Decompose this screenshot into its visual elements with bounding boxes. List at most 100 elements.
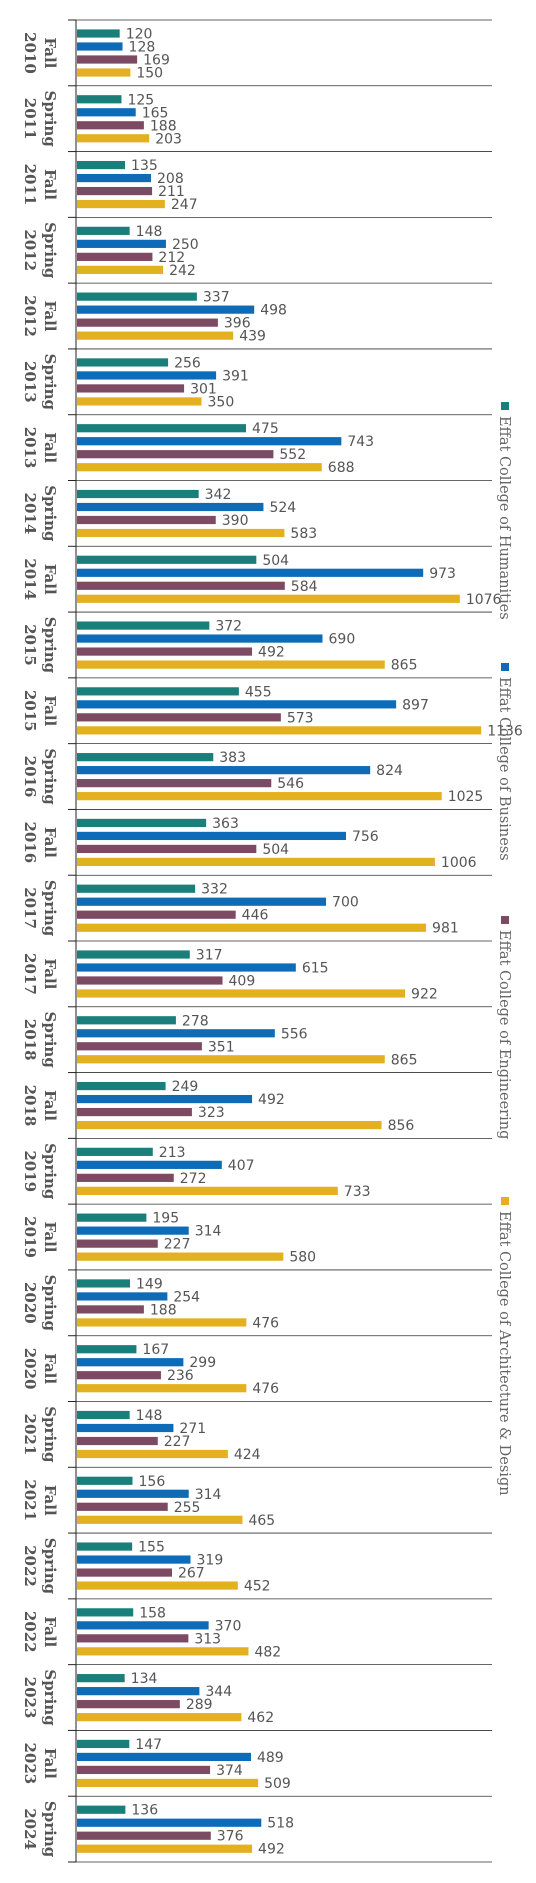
bar [77, 1147, 153, 1156]
bar [77, 1436, 158, 1446]
category-label: 2011 [21, 164, 39, 206]
bar-value-label: 546 [277, 776, 304, 792]
bar-value-label: 1006 [441, 855, 477, 871]
bar [77, 265, 164, 274]
bar-value-label: 390 [222, 513, 249, 529]
bar-value-label: 213 [159, 1145, 186, 1161]
category-label: 2019 [21, 1216, 39, 1258]
bar [77, 1502, 168, 1511]
category-label: 2016 [21, 756, 39, 798]
bar-value-label: 743 [347, 434, 374, 450]
bar [77, 634, 323, 643]
bar-value-label: 342 [205, 487, 232, 503]
bar-value-label: 396 [224, 316, 251, 332]
bar-value-label: 120 [126, 27, 153, 43]
bar-value-label: 1076 [466, 592, 502, 608]
bar [77, 95, 122, 104]
bar [77, 1778, 259, 1788]
bar [77, 186, 153, 196]
bar-value-label: 125 [127, 92, 154, 108]
bar [77, 1805, 126, 1814]
legend-label: Effat College of Engineering [496, 930, 512, 1139]
bar [77, 1173, 174, 1182]
bar [77, 989, 406, 998]
category-label: Fall [41, 695, 59, 726]
bar [77, 489, 199, 499]
bar [77, 305, 255, 314]
bar [77, 1831, 211, 1840]
bar-value-label: 351 [208, 1039, 235, 1055]
category-label: Fall [41, 301, 59, 332]
bar-value-label: 267 [178, 1566, 205, 1582]
bar-value-label: 439 [239, 329, 266, 345]
bar-value-label: 158 [139, 1605, 166, 1621]
bar [77, 1318, 247, 1327]
bar-value-label: 299 [189, 1355, 216, 1371]
category-label: Fall [41, 1353, 59, 1384]
category-label: 2023 [21, 1677, 39, 1719]
bar-value-label: 865 [391, 658, 418, 674]
category-label: Fall [41, 1748, 59, 1779]
bar [77, 726, 482, 735]
bar [77, 1739, 130, 1749]
bar-value-label: 465 [248, 1513, 275, 1529]
bar-value-label: 242 [169, 263, 196, 279]
bar [77, 1305, 144, 1314]
category-label: Fall [41, 1485, 59, 1516]
bar-value-label: 203 [155, 131, 182, 147]
category-label: 2022 [21, 1611, 39, 1653]
bar-value-label: 688 [328, 460, 355, 476]
axis-layer [68, 19, 492, 1863]
category-label: Spring [41, 1275, 59, 1332]
category-labels-layer: Fall2010Spring2011Fall2011Spring2012Fall… [21, 32, 59, 1858]
category-label: 2013 [21, 361, 39, 403]
bar-value-label: 165 [142, 105, 169, 121]
bar-value-label: 344 [205, 1684, 232, 1700]
bar-value-label: 584 [291, 579, 318, 595]
legend-label: Effat College of Business [496, 677, 512, 861]
bar [77, 1844, 253, 1853]
bar [77, 371, 217, 380]
bar [77, 1107, 192, 1117]
bar [77, 424, 247, 433]
bar-value-label: 208 [157, 171, 184, 187]
bar [77, 647, 253, 656]
legend-swatch [501, 402, 509, 410]
bar-value-label: 452 [244, 1579, 271, 1595]
bar [77, 897, 327, 906]
bar [77, 1081, 166, 1091]
category-label: Fall [41, 1222, 59, 1253]
category-label: 2022 [21, 1545, 39, 1587]
bar-value-label: 301 [190, 381, 217, 397]
bar-value-label: 136 [131, 1803, 158, 1819]
bar [77, 1555, 191, 1564]
bar-value-label: 509 [264, 1776, 291, 1792]
bar-value-label: 317 [196, 948, 223, 964]
bar-value-label: 700 [332, 895, 359, 911]
bar-value-label: 492 [258, 1092, 285, 1108]
bar [77, 252, 153, 261]
bar [77, 1647, 249, 1656]
category-label: Spring [41, 1538, 59, 1595]
bar-value-label: 156 [139, 1474, 166, 1490]
bar-value-label: 350 [208, 394, 235, 410]
bar [77, 68, 131, 77]
bar-value-label: 247 [171, 197, 198, 213]
bar [77, 292, 197, 301]
bar-value-label: 391 [222, 368, 249, 384]
bar [77, 1160, 222, 1169]
category-label: 2013 [21, 427, 39, 469]
bar-value-label: 148 [136, 1408, 163, 1424]
category-label: 2016 [21, 821, 39, 863]
category-label: Fall [41, 432, 59, 463]
bar-value-label: 314 [195, 1487, 222, 1503]
category-label: Fall [41, 169, 59, 200]
bar-value-label: 1025 [448, 789, 484, 805]
bar-value-label: 580 [289, 1250, 316, 1266]
bar-value-label: 455 [245, 684, 272, 700]
category-label: Spring [41, 617, 59, 674]
category-label: Spring [41, 748, 59, 805]
bar [77, 713, 281, 722]
bar-value-label: 250 [172, 237, 199, 253]
bar [77, 502, 264, 512]
